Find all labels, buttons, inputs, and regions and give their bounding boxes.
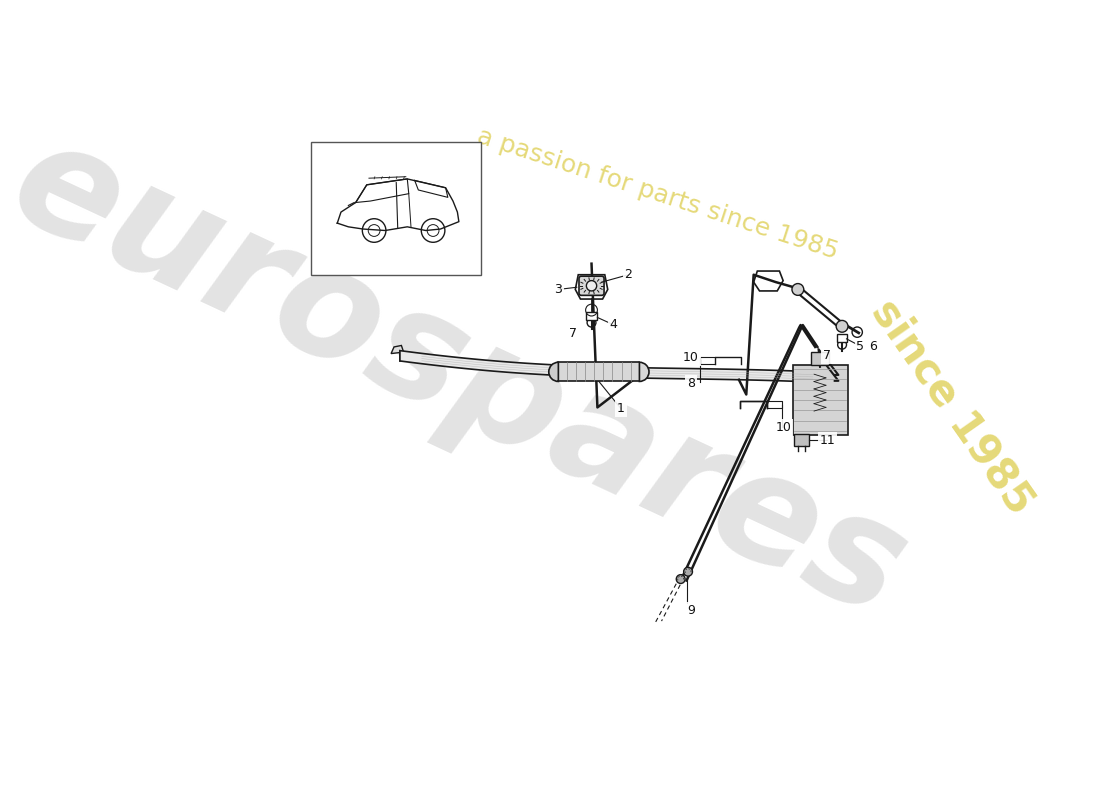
Bar <box>793 365 848 434</box>
FancyBboxPatch shape <box>585 311 597 321</box>
Polygon shape <box>400 350 835 383</box>
Text: 3: 3 <box>554 283 562 296</box>
Circle shape <box>836 321 848 332</box>
Text: 10: 10 <box>776 421 791 434</box>
Text: 5: 5 <box>857 340 865 353</box>
Text: eurospares: eurospares <box>0 106 928 650</box>
Text: 2: 2 <box>625 268 632 282</box>
Circle shape <box>792 283 804 295</box>
Circle shape <box>683 567 693 576</box>
FancyBboxPatch shape <box>837 334 847 342</box>
Bar <box>559 362 639 382</box>
Text: since 1985: since 1985 <box>864 292 1042 522</box>
Bar <box>811 352 828 366</box>
Text: 4: 4 <box>609 318 617 331</box>
Text: 9: 9 <box>688 603 695 617</box>
FancyBboxPatch shape <box>579 276 604 295</box>
Text: 7: 7 <box>569 327 578 340</box>
Text: 11: 11 <box>820 434 835 447</box>
Text: a passion for parts since 1985: a passion for parts since 1985 <box>474 124 842 263</box>
Bar <box>311 142 481 274</box>
Circle shape <box>586 281 596 291</box>
Text: 1: 1 <box>617 402 625 415</box>
Text: 10: 10 <box>683 351 698 364</box>
Circle shape <box>676 574 685 583</box>
Polygon shape <box>392 346 404 354</box>
Text: 7: 7 <box>823 350 832 362</box>
Bar <box>794 434 808 446</box>
Text: 8: 8 <box>688 377 695 390</box>
Wedge shape <box>639 362 649 382</box>
Wedge shape <box>549 362 559 382</box>
Text: 6: 6 <box>869 340 878 353</box>
